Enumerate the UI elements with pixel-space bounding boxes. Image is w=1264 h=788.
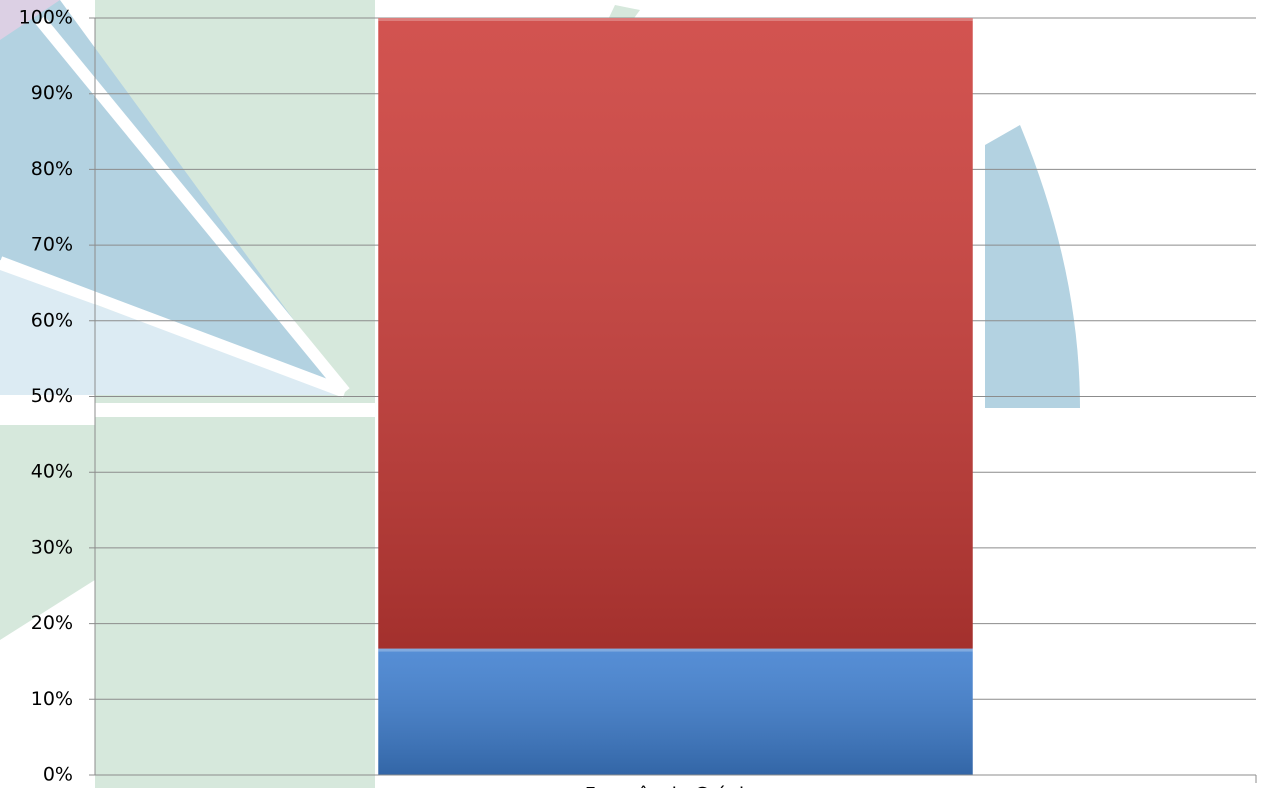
y-tick-label: 0% — [43, 764, 73, 786]
y-tick-label: 20% — [31, 612, 73, 634]
y-tick-label: 10% — [31, 688, 73, 710]
y-tick-label: 30% — [31, 536, 73, 558]
x-tick-label: Frequência Crónica — [585, 784, 767, 788]
y-tick-label: 60% — [31, 309, 73, 331]
y-tick-label: 40% — [31, 461, 73, 483]
y-tick-label: 70% — [31, 234, 73, 256]
bar-shading — [378, 18, 973, 649]
bar-highlight — [378, 648, 973, 652]
background-decoration — [0, 0, 1080, 788]
y-tick-label: 80% — [31, 158, 73, 180]
plot-area: 0% 10% 20% 30% 40% 50% 60% 70% 80% 90% 100% Frequên… — [19, 7, 1257, 788]
bar-shading — [378, 648, 973, 775]
y-tick-label: 90% — [31, 82, 73, 104]
bar-highlight — [378, 18, 973, 21]
y-tick-label: 100% — [19, 7, 73, 29]
y-tick-label: 50% — [31, 385, 73, 407]
